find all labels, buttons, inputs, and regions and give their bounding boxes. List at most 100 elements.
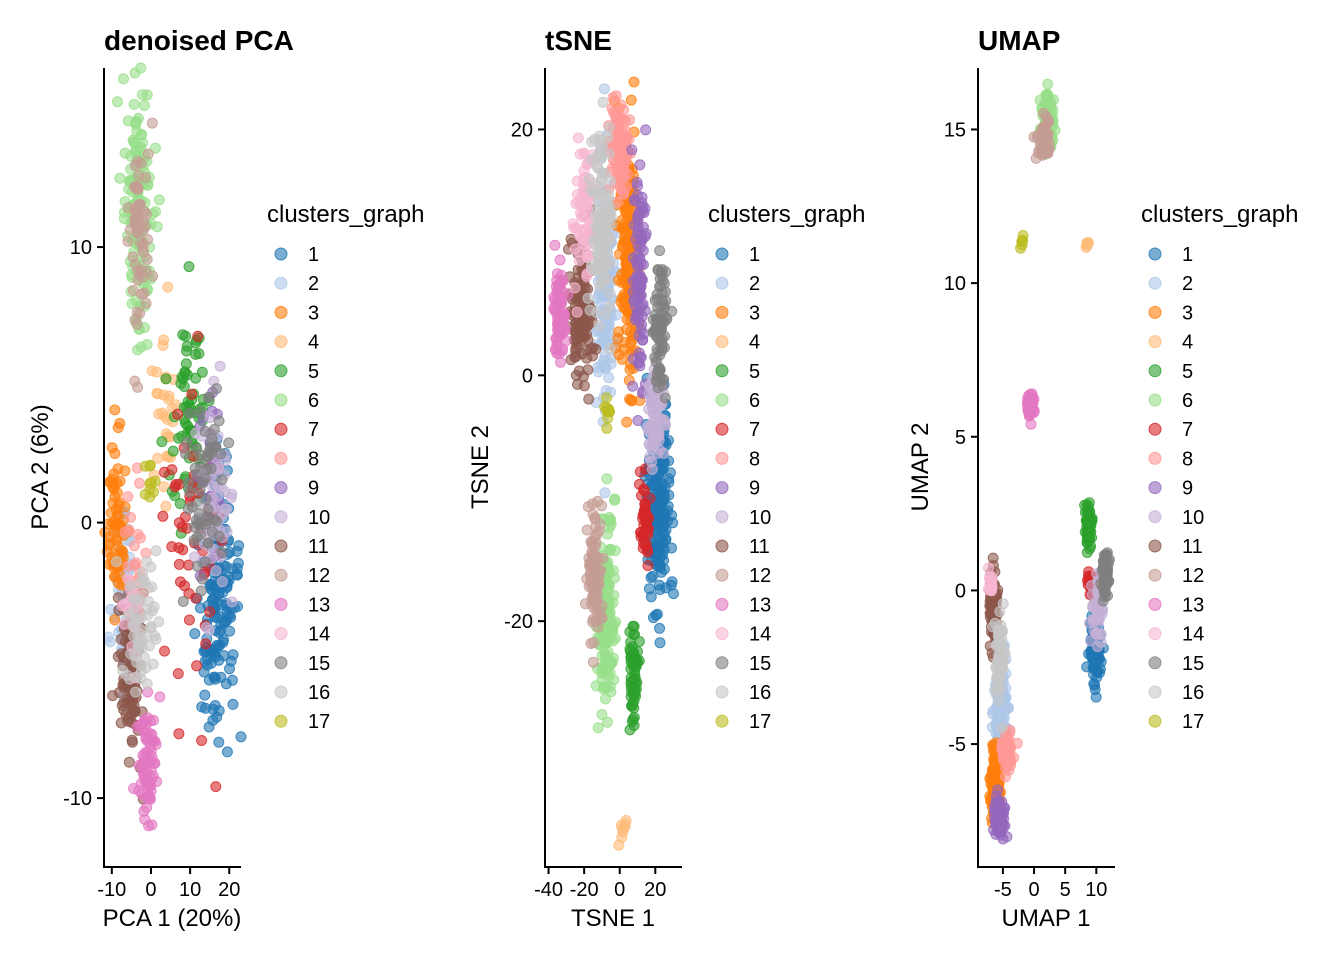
legend-label-10: 10 — [308, 507, 330, 529]
legend-label-6: 6 — [749, 390, 760, 412]
point-cluster-7 — [175, 576, 186, 588]
point-cluster-5 — [628, 659, 640, 671]
point-cluster-10 — [650, 394, 662, 406]
point-cluster-9 — [627, 252, 639, 264]
point-cluster-3 — [988, 773, 1000, 785]
point-cluster-5 — [1081, 530, 1093, 542]
point-cluster-16 — [598, 259, 610, 271]
legend-label-17: 17 — [749, 711, 771, 733]
point-cluster-12 — [140, 297, 152, 309]
point-cluster-10 — [200, 622, 212, 633]
point-cluster-13 — [138, 805, 150, 817]
point-cluster-17 — [601, 392, 613, 404]
legend-key-11 — [715, 539, 729, 553]
point-cluster-6 — [590, 680, 602, 692]
point-cluster-16 — [142, 609, 154, 621]
scatter-points — [982, 78, 1115, 845]
point-cluster-11 — [115, 648, 127, 660]
legend-key-16 — [274, 685, 288, 699]
point-cluster-12 — [137, 246, 149, 258]
point-cluster-9 — [632, 189, 643, 201]
point-cluster-12 — [589, 531, 601, 543]
legend-key-8 — [715, 451, 729, 465]
point-cluster-7 — [642, 544, 653, 556]
x-ticks: -10 0 10 20 — [97, 867, 240, 901]
legend-label-7: 7 — [308, 419, 319, 441]
point-cluster-15 — [1102, 575, 1113, 587]
point-cluster-11 — [583, 393, 595, 405]
x-ticks: -40 -20 0 20 — [534, 867, 666, 901]
legend-label-8: 8 — [308, 448, 319, 470]
legend-label-3: 3 — [749, 302, 760, 324]
point-cluster-12 — [129, 375, 141, 387]
point-cluster-6 — [136, 89, 148, 101]
point-cluster-1 — [203, 721, 215, 733]
point-cluster-7 — [173, 728, 185, 740]
point-cluster-9 — [627, 353, 639, 365]
point-cluster-4 — [158, 481, 170, 493]
legend-key-13 — [715, 597, 729, 611]
point-cluster-14 — [569, 282, 581, 294]
legend-key-11 — [1148, 539, 1162, 553]
point-cluster-15 — [205, 448, 217, 460]
point-cluster-1 — [666, 509, 678, 521]
point-cluster-4 — [616, 831, 628, 843]
point-cluster-12 — [1039, 128, 1051, 140]
point-cluster-10 — [646, 463, 658, 475]
legend-label-1: 1 — [308, 244, 319, 266]
point-cluster-1 — [1090, 691, 1102, 703]
point-cluster-9 — [998, 807, 1010, 819]
point-cluster-9 — [640, 228, 652, 240]
point-cluster-5 — [625, 636, 637, 648]
point-cluster-5 — [174, 498, 186, 510]
legend-label-6: 6 — [1182, 390, 1193, 412]
point-cluster-1 — [205, 657, 217, 669]
legend-key-17 — [274, 714, 288, 728]
legend-key-8 — [1148, 451, 1162, 465]
x-tick-label: 20 — [218, 879, 240, 901]
legend-label-7: 7 — [749, 419, 760, 441]
point-cluster-7 — [190, 592, 202, 604]
point-cluster-6 — [603, 593, 615, 605]
panel-tsne: tSNE -40 -20 0 20 -20 0 20 TSNE 1 TSNE 2 clus… — [467, 25, 865, 932]
legend-key-8 — [274, 451, 288, 465]
point-cluster-7 — [157, 510, 169, 522]
point-cluster-1 — [658, 563, 670, 575]
point-cluster-16 — [144, 640, 155, 652]
point-cluster-15 — [1103, 553, 1115, 565]
legend-key-4 — [715, 335, 729, 349]
point-cluster-1 — [643, 583, 655, 595]
point-cluster-7 — [200, 638, 212, 650]
point-cluster-6 — [1042, 78, 1054, 90]
point-cluster-6 — [151, 221, 163, 233]
legend-key-14 — [1148, 627, 1162, 641]
point-cluster-13 — [141, 717, 153, 729]
point-cluster-10 — [226, 596, 238, 608]
x-tick-label: 10 — [1085, 879, 1107, 901]
point-cluster-16 — [147, 658, 159, 670]
point-cluster-3 — [106, 442, 118, 454]
point-cluster-17 — [145, 477, 157, 489]
legend-key-7 — [1148, 422, 1162, 436]
point-cluster-1 — [663, 455, 675, 467]
legend-label-16: 16 — [308, 682, 330, 704]
point-cluster-8 — [607, 92, 619, 104]
point-cluster-3 — [107, 473, 118, 485]
point-cluster-13 — [557, 275, 569, 287]
legend-label-16: 16 — [749, 682, 771, 704]
point-cluster-9 — [636, 310, 648, 322]
y-ticks: -5 0 5 10 15 — [944, 119, 978, 756]
x-tick-label: 0 — [614, 879, 625, 901]
point-cluster-15 — [191, 443, 203, 455]
point-cluster-12 — [131, 212, 143, 224]
point-cluster-15 — [654, 364, 666, 376]
point-cluster-7 — [172, 668, 184, 680]
point-cluster-15 — [652, 265, 664, 276]
point-cluster-4 — [151, 387, 163, 399]
legend-label-9: 9 — [308, 478, 319, 500]
point-cluster-5 — [181, 345, 192, 357]
point-cluster-16 — [583, 173, 595, 185]
point-cluster-16 — [600, 220, 611, 232]
point-cluster-5 — [190, 372, 202, 384]
point-cluster-8 — [128, 540, 140, 552]
